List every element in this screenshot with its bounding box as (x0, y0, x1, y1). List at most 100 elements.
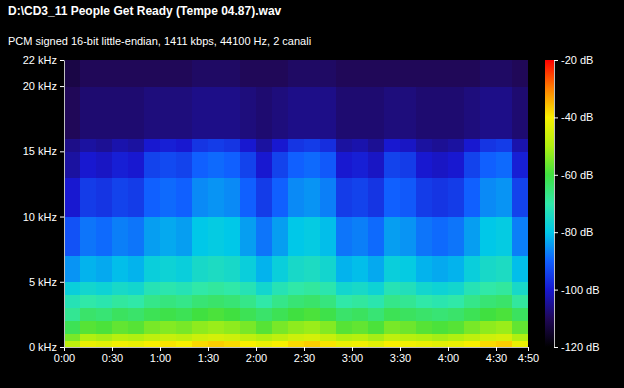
cell (224, 340, 241, 347)
cell (240, 321, 257, 335)
cell (272, 334, 289, 341)
cell (464, 138, 481, 152)
cell (272, 60, 289, 87)
cell (288, 86, 305, 139)
cell (304, 321, 321, 335)
cell (368, 321, 385, 335)
cell (448, 177, 465, 217)
cell (480, 256, 497, 283)
cell (448, 321, 465, 335)
cell (208, 86, 225, 139)
cell (288, 334, 305, 341)
y-axis-tick-label: 22 kHz (23, 54, 57, 66)
y-axis-tick-label: 20 kHz (23, 80, 57, 92)
cell (432, 256, 449, 283)
cell (368, 295, 385, 309)
x-axis-tick-mark (400, 347, 401, 351)
cell (224, 151, 241, 178)
cell (512, 86, 528, 139)
cell (432, 295, 449, 309)
x-axis-tick: 0:30 (102, 347, 123, 364)
cell (496, 217, 513, 257)
cell (192, 217, 209, 257)
cell (512, 217, 528, 257)
cell (112, 60, 129, 87)
cell (192, 340, 209, 347)
cell (192, 151, 209, 178)
x-axis-tick-mark (528, 347, 529, 351)
cell (176, 86, 193, 139)
cell (512, 151, 528, 178)
cell (416, 321, 433, 335)
cell (320, 256, 337, 283)
cell (416, 151, 433, 178)
cell (464, 60, 481, 87)
cell (368, 151, 385, 178)
cell (448, 151, 465, 178)
cell (464, 217, 481, 257)
cell (256, 282, 273, 296)
cell (432, 217, 449, 257)
cell (80, 138, 97, 152)
cell (384, 256, 401, 283)
cell (288, 295, 305, 309)
cell (400, 60, 417, 87)
cell (304, 151, 321, 178)
cell (400, 321, 417, 335)
x-axis-tick-label: 1:30 (198, 352, 219, 364)
cell (64, 138, 81, 152)
cell (224, 217, 241, 257)
cell (80, 308, 97, 322)
cell (224, 321, 241, 335)
cell (240, 308, 257, 322)
cell (480, 86, 497, 139)
cell (208, 295, 225, 309)
cell (288, 256, 305, 283)
cell (224, 282, 241, 296)
cell (480, 321, 497, 335)
cell (448, 308, 465, 322)
cell (160, 282, 177, 296)
cell (256, 295, 273, 309)
cell (496, 295, 513, 309)
cell (496, 334, 513, 341)
cell (512, 308, 528, 322)
cell (416, 340, 433, 347)
cell (160, 60, 177, 87)
cell (352, 321, 369, 335)
cell (176, 217, 193, 257)
cell (112, 295, 129, 309)
cell (464, 295, 481, 309)
cell (272, 138, 289, 152)
cell (112, 308, 129, 322)
cell (64, 321, 81, 335)
y-axis: 0 kHz5 kHz10 kHz15 kHz20 kHz22 kHz (23, 54, 65, 353)
cell (208, 256, 225, 283)
cell (368, 256, 385, 283)
cell (64, 282, 81, 296)
cell (432, 334, 449, 341)
cell (496, 321, 513, 335)
cell (128, 282, 145, 296)
color-axis-line (554, 61, 555, 348)
cell (176, 177, 193, 217)
cell (448, 86, 465, 139)
cell (224, 334, 241, 341)
color-axis: -20 dB-40 dB-60 dB-80 dB-100 dB-120 dB (554, 54, 600, 353)
cell (464, 340, 481, 347)
cell (224, 308, 241, 322)
cell (480, 282, 497, 296)
y-axis-tick-label: 5 kHz (29, 276, 57, 288)
cell (80, 295, 97, 309)
cell (496, 308, 513, 322)
x-axis-tick: 3:30 (390, 347, 411, 364)
cell (320, 334, 337, 341)
cell (240, 86, 257, 139)
cell (96, 308, 113, 322)
x-axis-line (65, 347, 529, 348)
cell (64, 295, 81, 309)
cell (416, 334, 433, 341)
x-axis-tick-label: 0:30 (102, 352, 123, 364)
cell (160, 217, 177, 257)
cell (304, 308, 321, 322)
